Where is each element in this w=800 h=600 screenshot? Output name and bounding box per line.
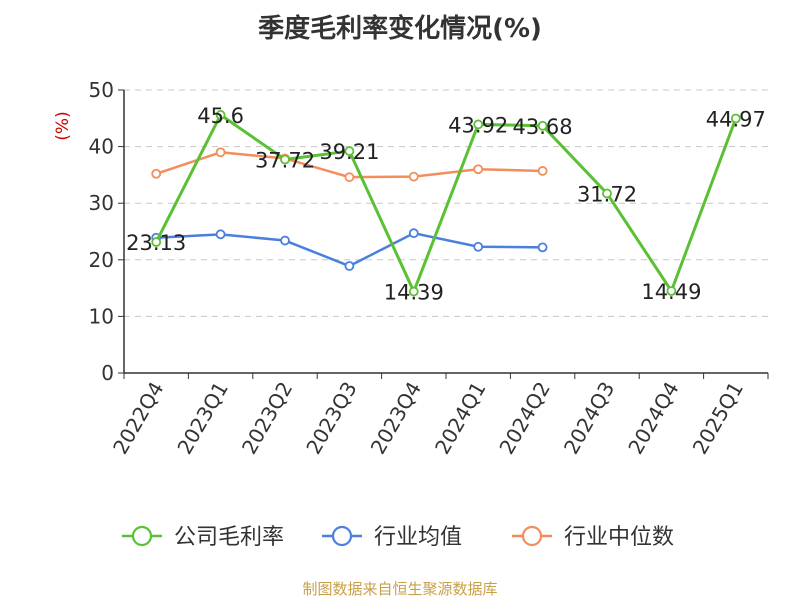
data-label: 39.21	[319, 140, 379, 164]
data-point	[537, 120, 548, 131]
data-point	[280, 235, 290, 246]
data-label: 44.97	[706, 107, 766, 131]
legend-swatch-marker	[131, 525, 153, 547]
data-point	[408, 286, 419, 297]
x-tick-label: 2023Q1	[172, 378, 232, 459]
legend-item: 公司毛利率	[122, 525, 284, 550]
data-source-note: 制图数据来自恒生聚源数据库	[302, 580, 498, 598]
data-label: 14.49	[641, 280, 701, 304]
series-lines	[151, 110, 741, 297]
data-point	[537, 242, 548, 253]
legend-label: 行业均值	[374, 525, 462, 550]
data-point	[151, 237, 162, 247]
y-tick-label: 40	[89, 135, 114, 159]
y-tick-label: 10	[89, 304, 114, 328]
data-point	[151, 168, 162, 179]
data-label: 45.6	[197, 104, 244, 128]
legend-item: 行业中位数	[512, 525, 674, 550]
chart-title: 季度毛利率变化情况(%)	[258, 14, 542, 44]
legend-item: 行业均值	[322, 525, 462, 550]
x-tick-label: 2023Q2	[237, 378, 297, 459]
legend-label: 公司毛利率	[174, 525, 284, 550]
data-point	[215, 110, 226, 120]
x-tick-label: 2024Q1	[430, 378, 490, 459]
y-tick-label: 30	[89, 191, 114, 215]
x-tick-label: 2024Q4	[623, 378, 683, 459]
y-axis-label: (%)	[53, 111, 73, 140]
data-point	[344, 146, 355, 156]
data-point	[344, 172, 355, 183]
legend-label: 行业中位数	[564, 525, 674, 550]
data-label: 43.68	[513, 115, 573, 139]
series-line	[154, 113, 738, 294]
data-point	[280, 154, 290, 165]
data-label: 43.92	[448, 113, 508, 137]
y-tick-label: 20	[89, 248, 114, 272]
data-point	[602, 188, 612, 199]
series-line	[156, 231, 543, 268]
data-point	[215, 229, 226, 240]
data-point	[408, 171, 419, 182]
legend-swatch-marker	[521, 525, 543, 547]
data-point	[666, 286, 677, 296]
data-point	[473, 241, 484, 252]
data-point	[730, 113, 741, 124]
grid	[124, 89, 768, 317]
data-label: 23.13	[126, 231, 186, 255]
x-tick-label: 2024Q3	[559, 378, 619, 459]
data-label: 31.72	[577, 182, 637, 206]
y-tick-label: 0	[101, 361, 114, 385]
data-label: 14.39	[384, 281, 444, 305]
data-point	[473, 119, 484, 130]
x-tick-label: 2022Q4	[108, 378, 168, 459]
y-tick-label: 50	[89, 78, 114, 102]
x-tick-label: 2025Q1	[688, 378, 748, 459]
x-tick-label: 2023Q4	[366, 378, 426, 459]
data-label: 37.72	[255, 149, 315, 173]
data-point	[473, 164, 484, 175]
data-point	[408, 228, 419, 239]
data-labels: 23.13 45.6 37.72 39.21 14.39 43.92 43.68 31.72 1…	[126, 104, 766, 305]
data-point	[344, 261, 355, 271]
legend-swatch-marker	[331, 525, 353, 547]
data-point	[537, 166, 548, 176]
x-tick-label: 2024Q2	[494, 378, 554, 459]
legend: 公司毛利率 行业均值 行业中位数	[122, 525, 674, 550]
x-tick-label: 2023Q3	[301, 378, 361, 459]
data-point	[215, 147, 226, 158]
